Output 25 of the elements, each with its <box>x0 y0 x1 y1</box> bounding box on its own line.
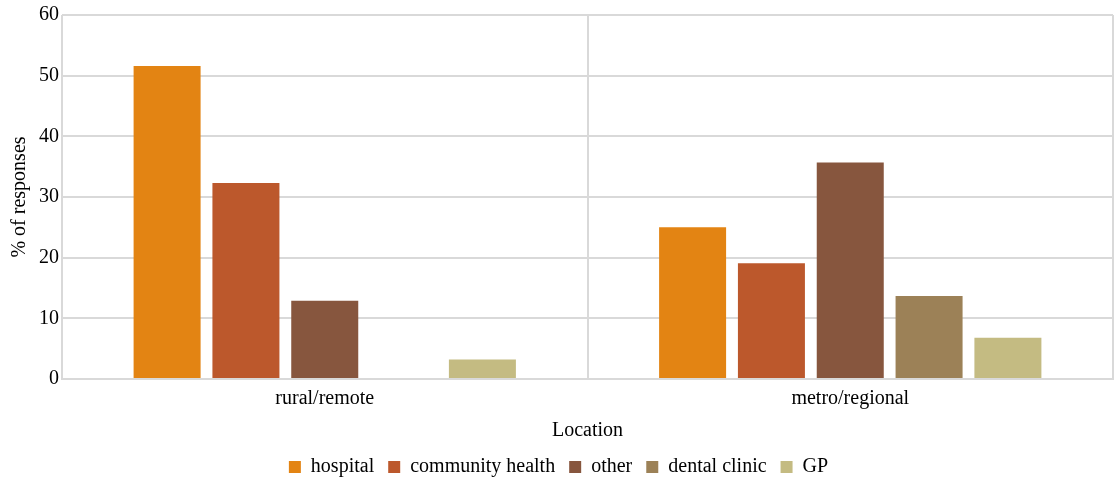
bar <box>659 227 727 378</box>
bar <box>133 65 201 378</box>
x-axis-title: Location <box>551 418 624 441</box>
bar <box>291 300 359 378</box>
y-tick-label: 40 <box>39 123 59 146</box>
x-tick-label: rural/remote <box>275 386 375 409</box>
bar <box>974 337 1042 378</box>
bar <box>448 359 516 378</box>
legend-label: hospital <box>310 454 375 478</box>
legend-label: GP <box>802 454 829 477</box>
legend-label: dental clinic <box>668 454 767 477</box>
x-tick-label: metro/regional <box>791 386 910 410</box>
bar <box>816 162 884 378</box>
bar <box>895 295 963 378</box>
y-tick-label: 20 <box>39 244 59 267</box>
y-tick-label: 50 <box>39 62 59 85</box>
legend-label: community health <box>410 454 556 478</box>
legend-label: other <box>591 454 633 477</box>
y-tick-label: 0 <box>49 366 59 389</box>
y-tick-label: 30 <box>39 184 59 207</box>
bar <box>212 183 280 378</box>
y-tick-label: 60 <box>39 2 59 25</box>
y-axis-title: % of responses <box>7 136 31 258</box>
bar <box>737 263 805 378</box>
y-tick-label: 10 <box>39 305 59 328</box>
